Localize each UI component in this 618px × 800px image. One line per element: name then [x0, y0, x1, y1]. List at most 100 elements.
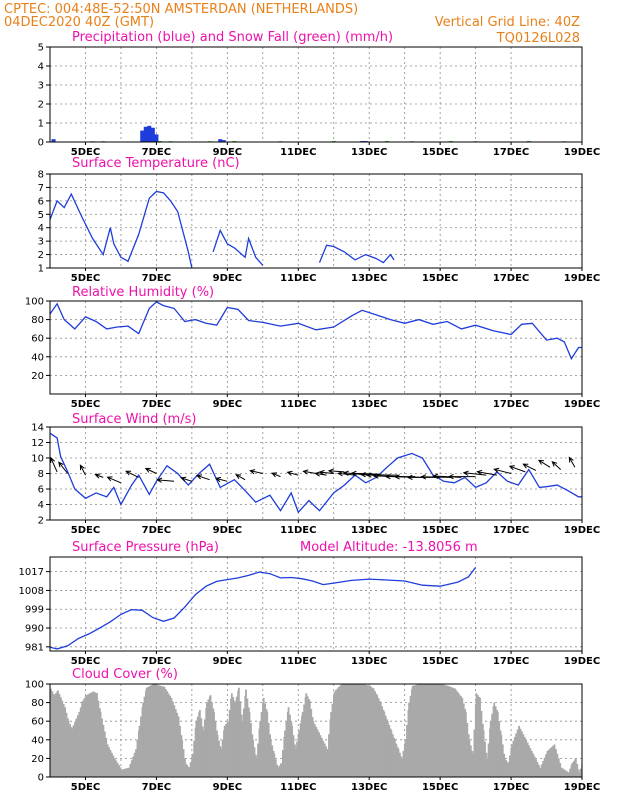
- y-tick-label: 60: [31, 334, 44, 345]
- precipitation-bar: [140, 130, 145, 142]
- cloud-cover-bar: [433, 684, 435, 777]
- x-tick-label: 19DEC: [564, 782, 600, 793]
- cloud-cover-bar: [119, 767, 122, 777]
- x-tick-label: 11DEC: [280, 399, 316, 410]
- cloud-cover-bar: [500, 735, 503, 777]
- cloud-cover-bar: [461, 697, 464, 777]
- cloud-cover-bar: [511, 744, 513, 777]
- panel-cloud: 0 20 40 60 80 100 5DEC 7DEC 9DEC 11DEC 13DEC 15DEC 1…: [25, 667, 600, 793]
- y-tick-label: 4: [38, 223, 44, 234]
- x-tick-label: 17DEC: [493, 656, 529, 667]
- cloud-cover-bar: [452, 688, 455, 777]
- cloud-cover-bar: [109, 750, 112, 777]
- cloud-cover-bar: [179, 725, 181, 777]
- cloud-cover-bar: [486, 758, 489, 777]
- y-tick-label: 40: [31, 735, 44, 746]
- cloud-cover-bar: [345, 684, 347, 777]
- cloud-cover-bar: [364, 684, 367, 777]
- cloud-cover-bar: [563, 769, 566, 777]
- cloud-cover-bar: [91, 692, 93, 777]
- cloud-cover-bar: [142, 702, 145, 777]
- wind-vector-arrow: [350, 470, 380, 476]
- panel-title: Precipitation (blue) and Snow Fall (gree…: [72, 30, 393, 45]
- cloud-cover-bar: [225, 723, 228, 777]
- wind-vector-arrow: [50, 456, 58, 473]
- cloud-cover-bar: [289, 714, 291, 777]
- cloud-cover-bar: [157, 685, 160, 777]
- cloud-cover-bar: [472, 753, 474, 777]
- cloud-cover-bar: [232, 697, 235, 777]
- wind-vector-arrow: [568, 456, 576, 468]
- cloud-cover-bar: [239, 701, 242, 777]
- cloud-cover-bar: [395, 743, 398, 777]
- cloud-cover-bar: [370, 686, 373, 777]
- cloud-cover-bar: [487, 743, 490, 777]
- cloud-cover-bar: [209, 695, 212, 777]
- temperature-series-line: [318, 244, 395, 264]
- cloud-cover-bar: [340, 684, 343, 777]
- cloud-cover-bar: [337, 686, 340, 777]
- wind-vector-arrow: [537, 459, 551, 468]
- cloud-cover-bar: [280, 763, 283, 777]
- x-tick-label: 17DEC: [493, 782, 529, 793]
- cloud-cover-bar: [218, 740, 220, 777]
- cloud-cover-bar: [562, 768, 564, 777]
- cloud-cover-bar: [322, 740, 325, 777]
- cloud-cover-bar: [156, 684, 159, 777]
- cloud-cover-bar: [579, 768, 582, 777]
- cloud-cover-bar: [397, 749, 400, 777]
- wind-vector-arrow: [214, 476, 228, 483]
- wind-vector-arrow: [271, 472, 281, 478]
- cloud-cover-bar: [377, 698, 380, 777]
- cloud-cover-bar: [413, 685, 415, 777]
- x-tick-label: 9DEC: [213, 399, 242, 410]
- cloud-cover-bar: [96, 693, 98, 777]
- cloud-cover-bar: [330, 711, 333, 777]
- cloud-cover-bar: [421, 684, 424, 777]
- cloud-cover-bar: [202, 730, 205, 777]
- cloud-cover-bar: [498, 721, 501, 777]
- cloud-cover-bar: [402, 750, 405, 777]
- wind-vector-arrow: [508, 465, 526, 473]
- cloud-cover-bar: [578, 772, 581, 777]
- cloud-cover-bar: [475, 693, 478, 777]
- cloud-cover-bar: [404, 739, 407, 777]
- wind-series-line: [50, 432, 582, 514]
- cloud-cover-bar: [552, 745, 555, 777]
- x-tick-label: 13DEC: [351, 656, 387, 667]
- cloud-cover-bar: [102, 724, 105, 777]
- cloud-cover-bar: [93, 692, 96, 777]
- cloud-cover-bar: [473, 729, 476, 777]
- cloud-cover-bar: [411, 685, 414, 777]
- y-tick-label: 4: [38, 62, 44, 73]
- header-location: CPTEC: 004:48E-52:50N AMSTERDAN (NETHERL…: [4, 2, 358, 17]
- cloud-cover-bar: [149, 685, 152, 777]
- cloud-cover-bar: [264, 703, 267, 777]
- cloud-cover-bar: [135, 749, 137, 777]
- wind-vector-arrow: [58, 461, 69, 474]
- cloud-cover-bar: [164, 689, 167, 777]
- cloud-cover-bar: [125, 768, 128, 777]
- cloud-cover-bar: [140, 716, 142, 777]
- y-tick-label: 1017: [19, 567, 44, 578]
- cloud-cover-bar: [532, 753, 535, 777]
- x-tick-label: 17DEC: [493, 273, 529, 284]
- cloud-cover-bar: [525, 739, 528, 777]
- cloud-cover-bar: [138, 725, 141, 777]
- cloud-cover-bar: [353, 684, 356, 777]
- x-tick-label: 7DEC: [142, 399, 171, 410]
- cloud-cover-bar: [489, 721, 492, 777]
- cloud-cover-bar: [147, 686, 149, 777]
- plot-area-pressure: [50, 567, 477, 650]
- cloud-cover-bar: [408, 702, 411, 777]
- cloud-cover-bar: [200, 718, 203, 777]
- cloud-cover-bar: [248, 711, 251, 777]
- cloud-cover-bar: [519, 728, 522, 777]
- cloud-cover-bar: [191, 753, 194, 777]
- cloud-cover-bar: [528, 745, 530, 777]
- cloud-cover-bar: [72, 725, 75, 777]
- cloud-cover-bar: [298, 730, 301, 777]
- cloud-cover-bar: [97, 700, 100, 777]
- wind-vector-arrow: [79, 464, 86, 476]
